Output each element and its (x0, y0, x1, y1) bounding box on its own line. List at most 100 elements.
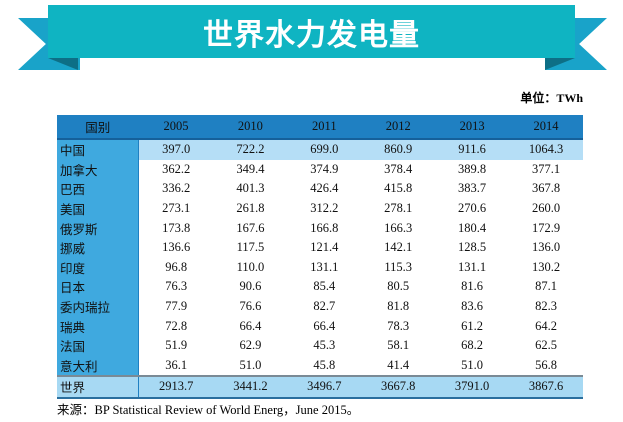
value-cell: 80.5 (387, 279, 410, 294)
value-cell: 77.9 (165, 299, 188, 314)
value-cell: 90.6 (239, 279, 262, 294)
value-cell: 378.4 (384, 161, 413, 176)
value-cell: 81.6 (461, 279, 484, 294)
value-cell: 81.8 (387, 299, 410, 314)
value-cell: 261.8 (236, 201, 265, 216)
value-cell: 76.6 (239, 299, 262, 314)
country-cell: 美国 (57, 198, 139, 219)
country-cell: 法国 (57, 335, 139, 356)
country-cell: 委内瑞拉 (57, 296, 139, 317)
column-header: 2012 (361, 115, 436, 140)
value-cell: 61.2 (461, 318, 484, 333)
country-cell: 瑞典 (57, 316, 139, 336)
value-cell: 58.1 (387, 338, 410, 353)
value-cell: 172.9 (531, 220, 561, 235)
table-row: 俄罗斯 173.8 167.6 166.8 166.3 180.4 172.9 (57, 218, 583, 238)
value-cell: 278.1 (384, 201, 413, 216)
value-cell: 173.8 (162, 220, 191, 235)
value-cell: 110.0 (236, 259, 265, 274)
value-cell: 66.4 (313, 318, 336, 333)
value-cell: 362.2 (162, 161, 191, 176)
value-cell: 136.0 (531, 240, 561, 255)
value-cell: 397.0 (138, 139, 214, 160)
value-cell: 383.7 (458, 181, 487, 196)
value-cell: 62.5 (535, 338, 557, 353)
value-cell: 3441.2 (213, 375, 288, 399)
value-cell: 85.4 (313, 279, 336, 294)
value-cell: 401.3 (236, 181, 265, 196)
value-cell: 699.0 (287, 139, 362, 160)
table-row: 意大利 36.1 51.0 45.8 41.4 51.0 56.8 (57, 355, 583, 377)
value-cell: 3667.8 (361, 375, 436, 399)
unit-label: 单位：TWh (520, 91, 583, 105)
value-cell: 115.3 (384, 259, 413, 274)
source-note: 来源：BP Statistical Review of World Energ，… (57, 403, 360, 417)
value-cell: 131.1 (310, 259, 339, 274)
country-cell: 挪威 (57, 237, 139, 258)
data-table: 国别 2005 2010 2011 2012 2013 2014 中国 397.0 722.2 6… (57, 115, 583, 399)
value-cell: 722.2 (213, 139, 288, 160)
value-cell: 167.6 (236, 220, 265, 235)
value-cell: 36.1 (165, 357, 188, 372)
value-cell: 121.4 (310, 240, 339, 255)
value-cell: 66.4 (239, 318, 262, 333)
value-cell: 82.7 (313, 299, 336, 314)
value-cell: 83.6 (461, 299, 484, 314)
value-cell: 3791.0 (435, 375, 510, 399)
value-cell: 312.2 (310, 201, 339, 216)
value-cell: 860.9 (361, 139, 436, 160)
country-cell: 日本 (57, 277, 139, 297)
country-cell: 中国 (57, 139, 139, 160)
value-cell: 51.0 (239, 357, 262, 372)
table-row: 瑞典 72.8 66.4 66.4 78.3 61.2 64.2 (57, 316, 583, 336)
title-banner: 世界水力发电量 (48, 5, 575, 58)
value-cell: 911.6 (435, 139, 510, 160)
table-row: 委内瑞拉 77.9 76.6 82.7 81.8 83.6 82.3 (57, 296, 583, 317)
value-cell: 72.8 (165, 318, 188, 333)
table-row: 加拿大 362.2 349.4 374.9 378.4 389.8 377.1 (57, 159, 583, 180)
value-cell: 166.8 (310, 220, 339, 235)
value-cell: 426.4 (310, 181, 339, 196)
value-cell: 130.2 (531, 259, 561, 274)
value-cell: 68.2 (461, 338, 484, 353)
value-cell: 336.2 (162, 181, 191, 196)
country-cell: 世界 (57, 375, 139, 399)
table-row: 日本 76.3 90.6 85.4 80.5 81.6 87.1 (57, 277, 583, 297)
value-cell: 166.3 (384, 220, 413, 235)
value-cell: 349.4 (236, 161, 265, 176)
column-header: 国别 (57, 115, 139, 140)
total-row: 世界 2913.7 3441.2 3496.7 3667.8 3791.0 3867.6 (57, 375, 583, 399)
value-cell: 136.6 (162, 240, 191, 255)
table-row: 印度 96.8 110.0 131.1 115.3 131.1 130.2 (57, 257, 583, 278)
table-row: 法国 51.9 62.9 45.3 58.1 68.2 62.5 (57, 335, 583, 356)
value-cell: 3496.7 (287, 375, 362, 399)
value-cell: 76.3 (165, 279, 188, 294)
value-cell: 45.3 (313, 338, 336, 353)
country-cell: 巴西 (57, 179, 139, 199)
column-header: 2014 (509, 115, 583, 140)
value-cell: 62.9 (239, 338, 262, 353)
value-cell: 142.1 (384, 240, 413, 255)
table-row: 中国 397.0 722.2 699.0 860.9 911.6 1064.3 (57, 139, 583, 160)
value-cell: 117.5 (236, 240, 265, 255)
value-cell: 415.8 (384, 181, 413, 196)
value-cell: 82.3 (535, 299, 557, 314)
value-cell: 87.1 (535, 279, 557, 294)
value-cell: 2913.7 (138, 375, 214, 399)
page-title: 世界水力发电量 (203, 17, 420, 53)
value-cell: 51.9 (165, 338, 188, 353)
country-cell: 加拿大 (57, 159, 139, 180)
column-header: 2010 (213, 115, 288, 140)
value-cell: 260.0 (531, 201, 561, 216)
table-row: 挪威 136.6 117.5 121.4 142.1 128.5 136.0 (57, 237, 583, 258)
value-cell: 374.9 (310, 161, 339, 176)
value-cell: 96.8 (165, 259, 188, 274)
value-cell: 45.8 (313, 357, 336, 372)
column-header: 2013 (435, 115, 510, 140)
country-cell: 印度 (57, 257, 139, 278)
country-cell: 意大利 (57, 355, 139, 377)
column-header: 2005 (138, 115, 214, 140)
value-cell: 270.6 (458, 201, 487, 216)
value-cell: 56.8 (535, 357, 557, 372)
value-cell: 78.3 (387, 318, 410, 333)
